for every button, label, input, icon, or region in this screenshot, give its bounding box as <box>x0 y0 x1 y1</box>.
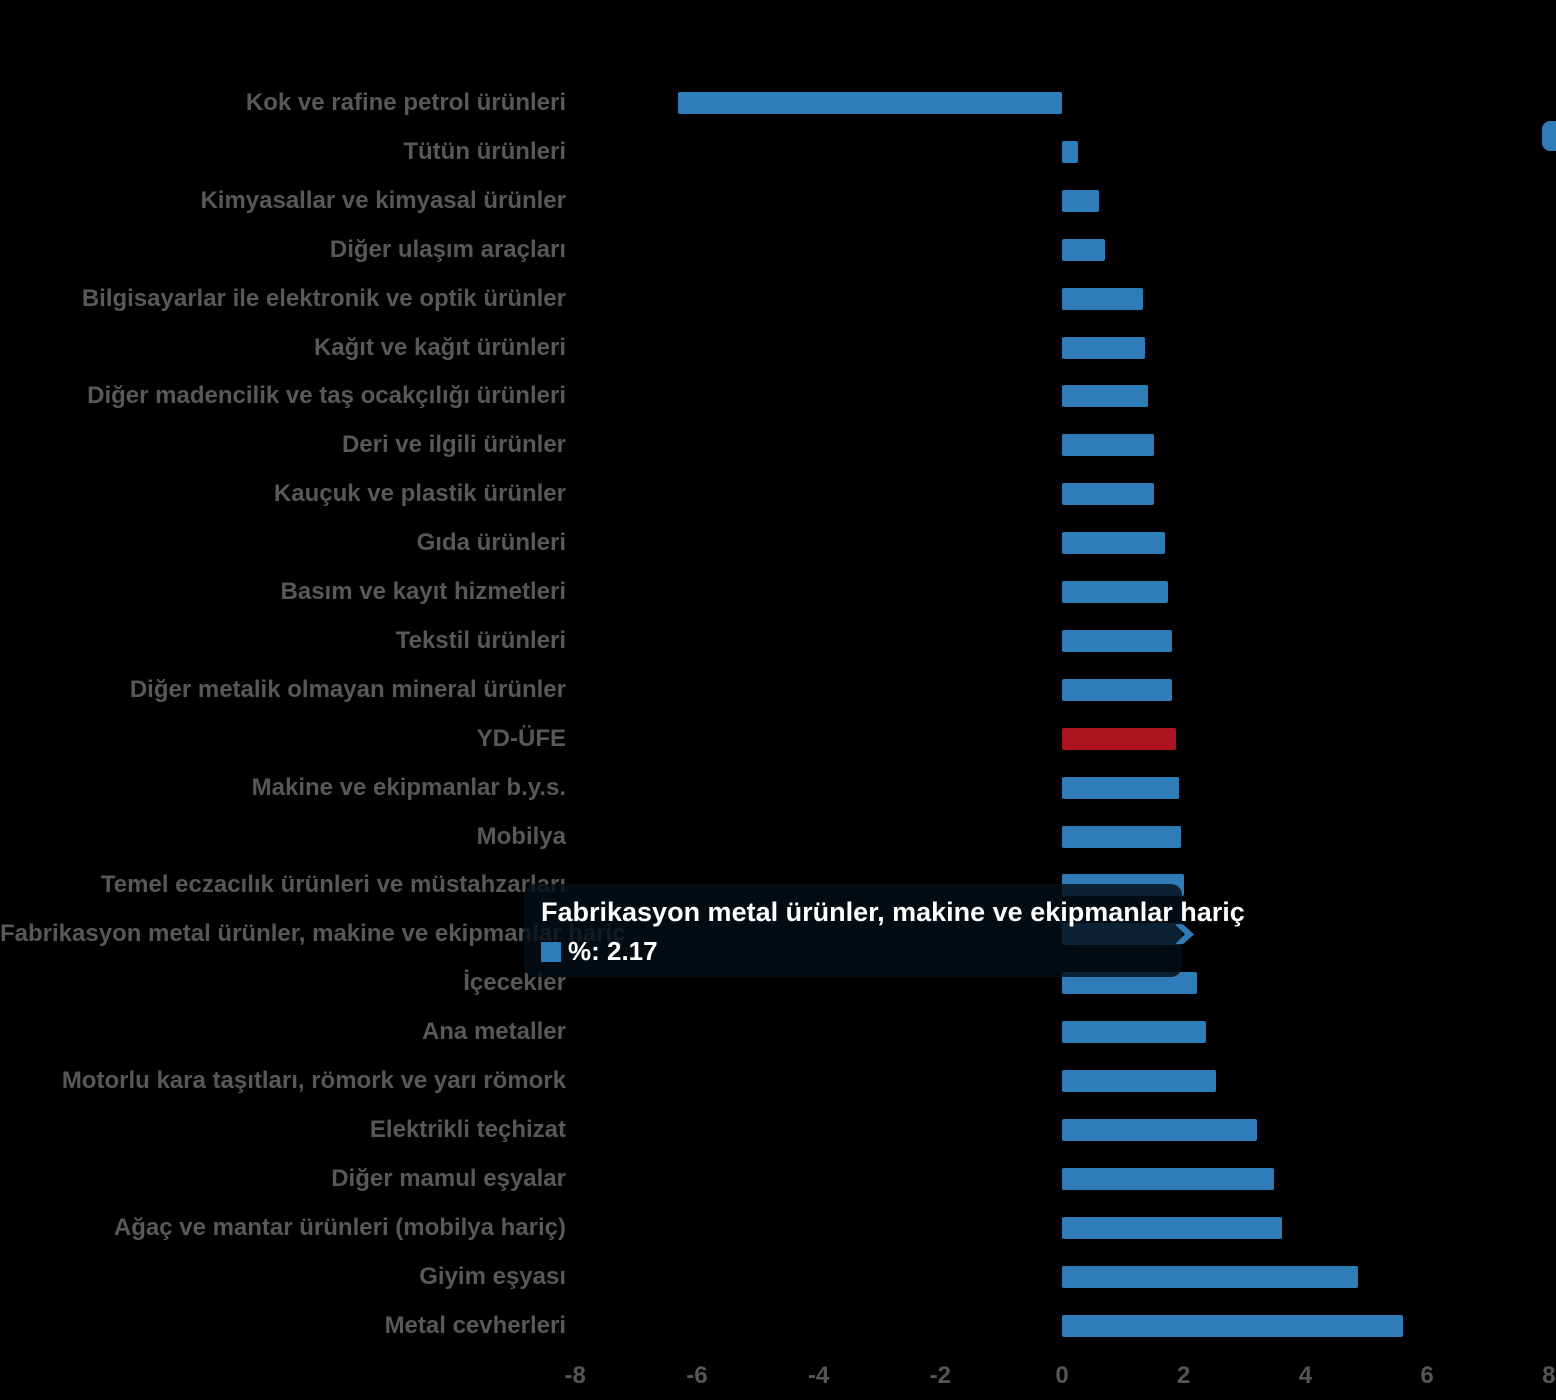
x-tick-label: 6 <box>1420 1362 1434 1389</box>
bar[interactable] <box>1062 287 1143 310</box>
x-tick-label: 0 <box>1055 1362 1069 1389</box>
tooltip: Fabrikasyon metal ürünler, makine ve eki… <box>524 884 1245 977</box>
category-label: Mobilya <box>476 822 566 850</box>
category-label: Kauçuk ve plastik ürünler <box>273 480 566 508</box>
x-tick-label: -6 <box>686 1362 708 1389</box>
export-menu-button[interactable] <box>1542 121 1556 151</box>
category-label: Tütün ürünleri <box>403 137 566 165</box>
bar[interactable] <box>1062 972 1198 995</box>
bar[interactable] <box>678 92 1062 114</box>
category-label: İçecekler <box>463 969 566 997</box>
tooltip-value-line: %: 2.17 <box>541 936 1182 967</box>
x-tick-label: -2 <box>929 1362 951 1389</box>
category-label: Diğer ulaşım araçları <box>329 235 566 263</box>
x-tick-label: 4 <box>1298 1362 1313 1389</box>
category-label: Elektrikli teçhizat <box>369 1115 566 1143</box>
bar[interactable] <box>1062 825 1182 848</box>
category-label: Ağaç ve mantar ürünleri (mobilya hariç) <box>113 1213 566 1241</box>
bar[interactable] <box>1062 483 1155 506</box>
bar[interactable] <box>1062 336 1145 359</box>
x-tick-label: -8 <box>564 1362 586 1389</box>
category-label: Motorlu kara taşıtları, römork ve yarı r… <box>61 1067 566 1094</box>
category-label: YD-ÜFE <box>476 724 566 752</box>
tooltip-value: %: 2.17 <box>568 936 658 966</box>
bar[interactable] <box>1062 238 1106 261</box>
bar[interactable] <box>1062 1021 1206 1044</box>
category-label: Gıda ürünleri <box>416 529 566 557</box>
bar[interactable] <box>1062 1167 1274 1190</box>
category-label: Metal cevherleri <box>384 1311 566 1339</box>
category-label: Tekstil ürünleri <box>395 626 566 654</box>
category-label: Kağıt ve kağıt ürünleri <box>313 333 566 361</box>
category-label: Fabrikasyon metal ürünler, makine ve eki… <box>0 920 626 948</box>
category-label: Diğer madencilik ve taş ocakçılığı ürünl… <box>87 382 566 410</box>
category-label: Kimyasallar ve kimyasal ürünler <box>200 186 566 214</box>
bar[interactable] <box>1062 532 1165 555</box>
bar[interactable] <box>1062 385 1148 408</box>
category-label: Deri ve ilgili ürünler <box>341 431 566 459</box>
bar[interactable] <box>1062 629 1172 652</box>
tooltip-title: Fabrikasyon metal ürünler, makine ve eki… <box>541 897 1245 927</box>
series-marker-icon <box>541 941 561 962</box>
bar[interactable] <box>1062 1070 1216 1092</box>
category-label: Ana metaller <box>421 1018 566 1046</box>
bar[interactable] <box>1062 1118 1257 1141</box>
category-label: Bilgisayarlar ile elektronik ve optik ür… <box>81 284 566 312</box>
x-tick-label: 2 <box>1177 1362 1191 1389</box>
category-label: Basım ve kayıt hizmetleri <box>280 578 566 605</box>
bar[interactable] <box>1062 1314 1404 1337</box>
category-label: Temel eczacılık ürünleri ve müstahzarlar… <box>100 871 566 899</box>
bar[interactable] <box>1062 678 1172 701</box>
category-label: Diğer mamul eşyalar <box>331 1164 566 1192</box>
bar[interactable] <box>1062 776 1180 799</box>
bar[interactable] <box>1062 140 1078 163</box>
bar[interactable] <box>1062 1265 1358 1288</box>
bar[interactable] <box>1062 581 1169 603</box>
category-label: Makine ve ekipmanlar b.y.s. <box>251 773 566 801</box>
bar[interactable] <box>1062 189 1100 212</box>
x-tick-label: -4 <box>807 1362 830 1389</box>
category-label: Kok ve rafine petrol ürünleri <box>245 89 566 116</box>
bar-highlight[interactable] <box>1062 727 1177 750</box>
bar[interactable] <box>1062 1216 1283 1239</box>
category-label: Diğer metalik olmayan mineral ürünler <box>129 675 566 703</box>
category-label: Giyim eşyası <box>419 1262 566 1290</box>
bar[interactable] <box>1062 434 1154 457</box>
x-tick-label: 8 <box>1542 1362 1556 1389</box>
